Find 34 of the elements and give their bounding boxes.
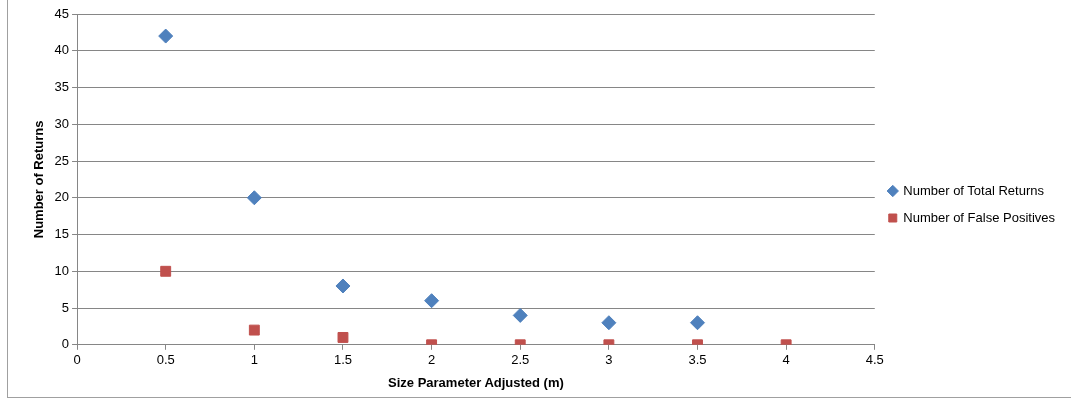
point	[246, 190, 262, 206]
x-tick-label: 3	[605, 352, 613, 368]
x-tick-label: 1	[250, 352, 258, 368]
y-tick-label: 40	[54, 42, 70, 58]
legend-label: Number of Total Returns	[903, 182, 1045, 198]
point	[424, 293, 440, 309]
y-tick-label: 0	[61, 336, 70, 352]
point	[335, 278, 351, 294]
x-tick-label: 1.5	[333, 352, 353, 368]
y-tick-label: 35	[54, 79, 70, 95]
point	[690, 315, 706, 331]
point	[601, 315, 617, 331]
y-tick-label: 30	[54, 115, 70, 131]
y-tick-label: 20	[54, 189, 70, 205]
x-tick-label: 0	[73, 352, 81, 368]
x-tick-label: 3.5	[688, 352, 707, 368]
x-axis-title: Size Parameter Adjusted (m)	[388, 374, 564, 390]
x-tick-label: 2.5	[511, 352, 530, 368]
point	[337, 332, 349, 343]
y-axis-title: Number of Returns	[31, 120, 47, 239]
x-tick-label: 0.5	[156, 352, 175, 368]
point	[248, 324, 260, 336]
point	[160, 265, 172, 277]
point	[512, 307, 528, 323]
y-tick-label: 45	[54, 5, 70, 21]
y-tick-label: 10	[54, 262, 70, 278]
x-tick-label: 4	[782, 352, 790, 368]
x-tick-label: 4.5	[865, 352, 884, 368]
y-tick-label: 5	[61, 299, 70, 315]
legend-label: Number of False Positives	[903, 209, 1056, 225]
x-tick-label: 2	[427, 352, 436, 368]
y-tick-label: 25	[54, 152, 70, 168]
point	[158, 28, 174, 44]
y-tick-label: 15	[54, 226, 70, 242]
